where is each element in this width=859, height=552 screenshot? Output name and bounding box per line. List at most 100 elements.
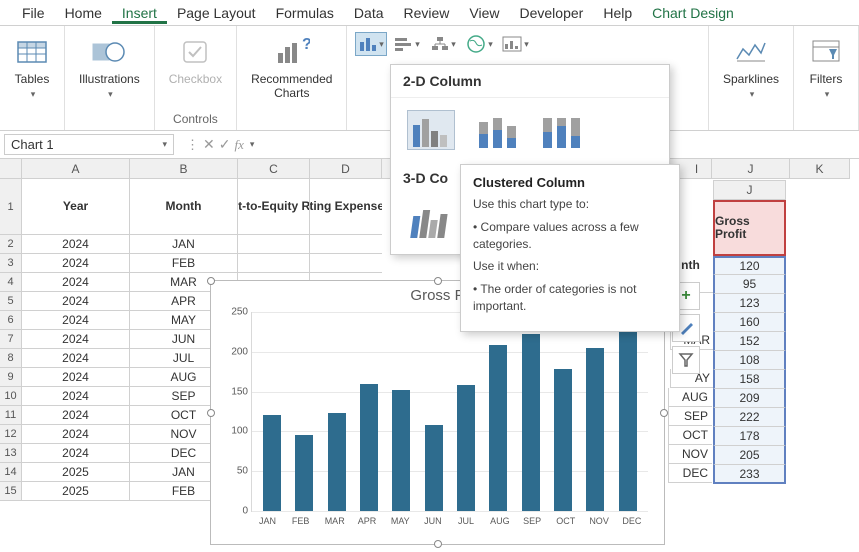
chart-bar[interactable]	[328, 413, 346, 511]
cell[interactable]: 158	[713, 370, 786, 389]
filters-button[interactable]: Filters▾	[802, 30, 850, 104]
resize-handle[interactable]	[434, 540, 442, 548]
cell[interactable]: 2024	[22, 387, 130, 406]
chart-bar[interactable]	[425, 425, 443, 511]
pivot-chart-button[interactable]: ▾	[499, 32, 531, 56]
cell[interactable]: Year	[22, 179, 130, 235]
menu-help[interactable]: Help	[593, 2, 642, 24]
cell[interactable]: 160	[713, 313, 786, 332]
cell[interactable]: 2025	[22, 482, 130, 501]
cell[interactable]: 2024	[22, 235, 130, 254]
cell[interactable]: Month	[130, 179, 238, 235]
cancel-icon[interactable]: ✕	[203, 136, 215, 153]
stacked-column-option[interactable]	[471, 110, 519, 150]
cell[interactable]: 152	[713, 332, 786, 351]
cell[interactable]: OCT	[668, 426, 712, 445]
resize-handle[interactable]	[434, 277, 442, 285]
cell[interactable]: 2024	[22, 406, 130, 425]
cell[interactable]: 2024	[22, 273, 130, 292]
chart-bar[interactable]	[586, 348, 604, 511]
col-header-a[interactable]: A	[22, 159, 130, 179]
row-header[interactable]: 9	[0, 368, 22, 387]
resize-handle[interactable]	[660, 409, 668, 417]
cell[interactable]: 2024	[22, 254, 130, 273]
recommended-charts-button[interactable]: ? Recommended Charts	[245, 30, 338, 104]
col-header-i[interactable]: I	[682, 159, 712, 179]
cell-header[interactable]: Gross Profit	[713, 200, 786, 256]
cell[interactable]: 120	[713, 256, 786, 275]
cell[interactable]: Operating Expense Ratio	[310, 179, 382, 235]
menu-page-layout[interactable]: Page Layout	[167, 2, 266, 24]
col-header-c[interactable]: C	[238, 159, 310, 179]
cell[interactable]: 123	[713, 294, 786, 313]
cell[interactable]: 2024	[22, 425, 130, 444]
cell[interactable]: 95	[713, 275, 786, 294]
col-header-b[interactable]: B	[130, 159, 238, 179]
resize-handle[interactable]	[207, 277, 215, 285]
col-header-j[interactable]: J	[712, 159, 790, 179]
row-header-1[interactable]: 1	[0, 179, 22, 235]
menu-review[interactable]: Review	[394, 2, 460, 24]
cell[interactable]: NOV	[668, 445, 712, 464]
menu-chart-design[interactable]: Chart Design	[642, 2, 744, 24]
menu-insert[interactable]: Insert	[112, 2, 167, 24]
cell[interactable]: 2024	[22, 368, 130, 387]
cell[interactable]: 233	[713, 465, 786, 484]
menu-home[interactable]: Home	[55, 2, 112, 24]
menu-data[interactable]: Data	[344, 2, 394, 24]
cell[interactable]	[238, 235, 310, 254]
row-header[interactable]: 8	[0, 349, 22, 368]
chevron-down-icon[interactable]: ▾	[250, 139, 255, 150]
fx-opts-icon[interactable]: ⋮	[186, 137, 199, 153]
col-header-d[interactable]: D	[310, 159, 382, 179]
menu-developer[interactable]: Developer	[510, 2, 594, 24]
column-chart-button[interactable]: ▾	[355, 32, 387, 56]
3d-clustered-column-option[interactable]	[407, 202, 455, 242]
hierarchy-chart-button[interactable]: ▾	[427, 32, 459, 56]
illustrations-button[interactable]: Illustrations▾	[73, 30, 146, 104]
bar-chart-button[interactable]: ▾	[391, 32, 423, 56]
cell[interactable]: SEP	[668, 407, 712, 426]
cell[interactable]: 2024	[22, 349, 130, 368]
100-stacked-column-option[interactable]	[535, 110, 583, 150]
cell[interactable]	[238, 254, 310, 273]
row-header[interactable]: 3	[0, 254, 22, 273]
chart-bar[interactable]	[489, 345, 507, 511]
chart-bar[interactable]	[360, 384, 378, 511]
menu-formulas[interactable]: Formulas	[266, 2, 344, 24]
row-header[interactable]: 4	[0, 273, 22, 292]
row-header[interactable]: 11	[0, 406, 22, 425]
row-header[interactable]: 10	[0, 387, 22, 406]
chart-bar[interactable]	[522, 334, 540, 511]
tables-button[interactable]: Tables▾	[8, 30, 56, 104]
cell[interactable]: 2024	[22, 292, 130, 311]
cell[interactable]: 108	[713, 351, 786, 370]
chart-bar[interactable]	[457, 385, 475, 511]
name-box[interactable]: Chart 1 ▾	[4, 134, 174, 155]
cell[interactable]: FEB	[130, 254, 238, 273]
resize-handle[interactable]	[207, 409, 215, 417]
menu-view[interactable]: View	[459, 2, 509, 24]
cell[interactable]: AUG	[668, 388, 712, 407]
row-header[interactable]: 13	[0, 444, 22, 463]
clustered-column-option[interactable]	[407, 110, 455, 150]
cell[interactable]: 205	[713, 446, 786, 465]
chart-bar[interactable]	[295, 435, 313, 511]
chart-bar[interactable]	[554, 369, 572, 511]
row-header[interactable]: 7	[0, 330, 22, 349]
confirm-icon[interactable]: ✓	[219, 136, 231, 153]
cell[interactable]: JAN	[130, 235, 238, 254]
cell[interactable]: 2024	[22, 330, 130, 349]
cell[interactable]	[310, 235, 382, 254]
chart-bar[interactable]	[619, 326, 637, 511]
fx-icon[interactable]: fx	[234, 137, 243, 153]
chart-filters-button[interactable]	[672, 346, 700, 374]
cell[interactable]: Debt-to-Equity Ratio	[238, 179, 310, 235]
maps-button[interactable]: ▾	[463, 32, 495, 56]
row-header[interactable]: 12	[0, 425, 22, 444]
chart-plot-area[interactable]: 050100150200250	[251, 312, 648, 512]
cell[interactable]: 2024	[22, 444, 130, 463]
row-header[interactable]: 6	[0, 311, 22, 330]
cell[interactable]: DEC	[668, 464, 712, 483]
sparklines-button[interactable]: Sparklines▾	[717, 30, 785, 104]
